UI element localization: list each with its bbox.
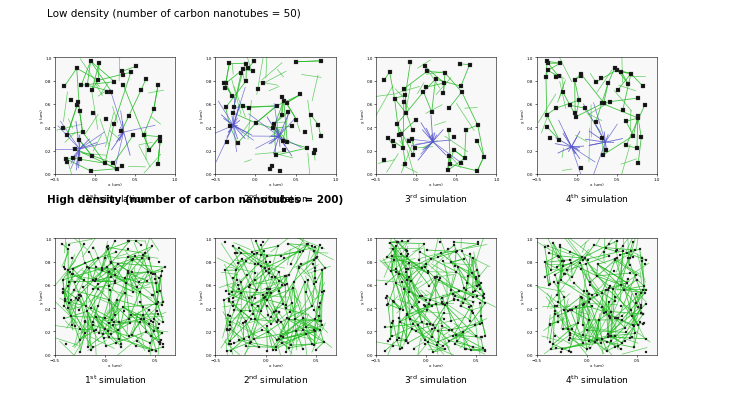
X-axis label: x (um): x (um) [590, 183, 604, 187]
Y-axis label: y (um): y (um) [39, 290, 44, 304]
Text: 1$^{\mathrm{st}}$ simulation: 1$^{\mathrm{st}}$ simulation [83, 373, 147, 385]
Y-axis label: y (um): y (um) [361, 109, 365, 123]
X-axis label: x (um): x (um) [108, 183, 122, 187]
X-axis label: x (um): x (um) [108, 363, 122, 367]
Y-axis label: y (um): y (um) [39, 109, 44, 123]
Y-axis label: y (um): y (um) [200, 109, 204, 123]
Text: 3$^{\mathrm{rd}}$ simulation: 3$^{\mathrm{rd}}$ simulation [404, 192, 468, 205]
Text: 3$^{\mathrm{rd}}$ simulation: 3$^{\mathrm{rd}}$ simulation [404, 373, 468, 385]
Text: 1$^{\mathrm{st}}$ simulation: 1$^{\mathrm{st}}$ simulation [83, 192, 147, 205]
Text: 2$^{\mathrm{nd}}$ simulation: 2$^{\mathrm{nd}}$ simulation [243, 192, 308, 205]
X-axis label: x (um): x (um) [429, 183, 443, 187]
Y-axis label: y (um): y (um) [521, 109, 526, 123]
Text: 2$^{\mathrm{nd}}$ simulation: 2$^{\mathrm{nd}}$ simulation [243, 373, 308, 385]
X-axis label: x (um): x (um) [269, 363, 283, 367]
Y-axis label: y (um): y (um) [200, 290, 204, 304]
Y-axis label: y (um): y (um) [361, 290, 365, 304]
X-axis label: x (um): x (um) [590, 363, 604, 367]
Text: Low density (number of carbon nanotubes = 50): Low density (number of carbon nanotubes … [47, 9, 301, 19]
Text: 4$^{\mathrm{th}}$ simulation: 4$^{\mathrm{th}}$ simulation [565, 192, 629, 205]
Y-axis label: y (um): y (um) [521, 290, 526, 304]
Text: 4$^{\mathrm{th}}$ simulation: 4$^{\mathrm{th}}$ simulation [565, 373, 629, 385]
X-axis label: x (um): x (um) [429, 363, 443, 367]
X-axis label: x (um): x (um) [269, 183, 283, 187]
Text: High density (number of carbon nanotubes = 200): High density (number of carbon nanotubes… [47, 194, 344, 205]
